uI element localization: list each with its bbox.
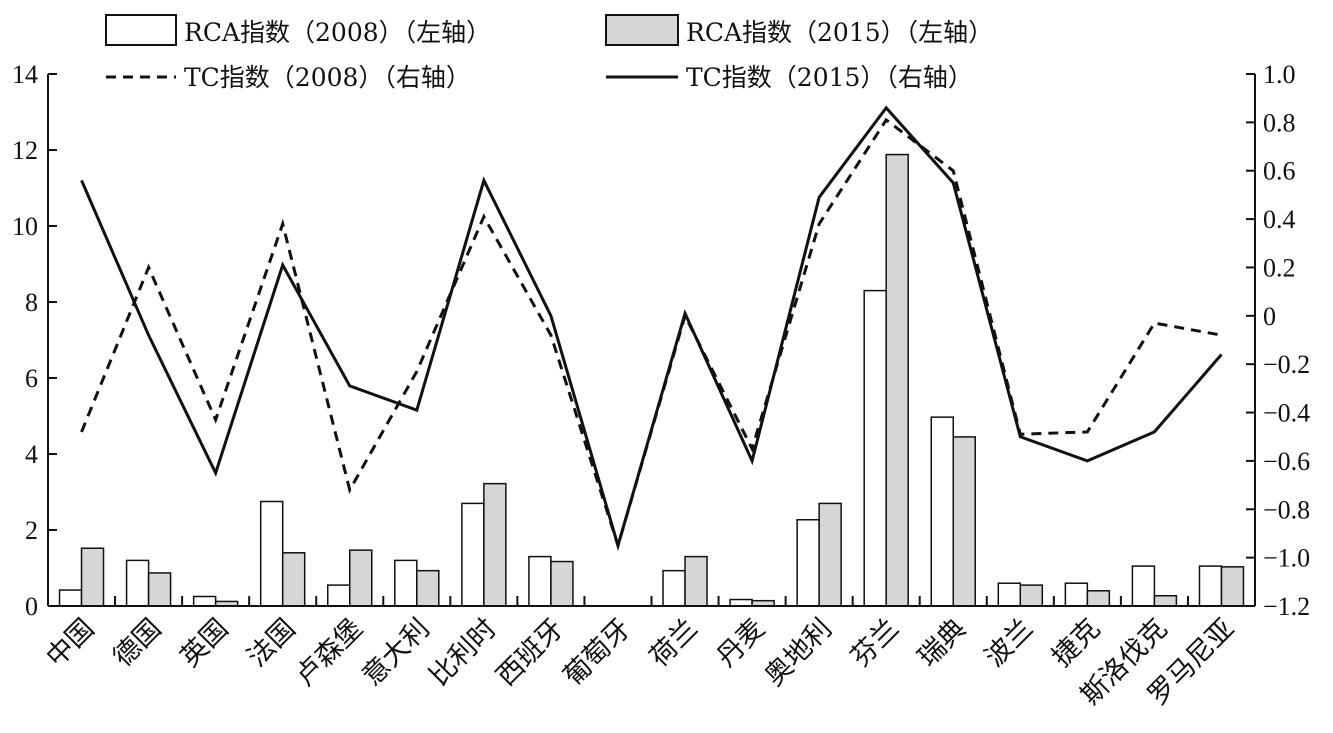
category-label-14: 波兰: [979, 613, 1039, 673]
category-label-4: 卢森堡: [290, 613, 369, 692]
category-label-13: 瑞典: [912, 613, 972, 673]
left-tick-label-0: 0: [25, 592, 38, 621]
bar-2015-7: [550, 560, 574, 607]
bar-2015-4: [349, 549, 373, 607]
right-tick-label-7: 0.2: [1263, 253, 1296, 282]
right-tick-label-5: −0.2: [1263, 350, 1310, 379]
bar-2008-15: [1064, 582, 1089, 607]
right-tick-label-4: −0.4: [1263, 399, 1310, 428]
right-tick-label-6: 0: [1263, 302, 1276, 331]
category-label-12: 芬兰: [845, 613, 905, 673]
bar-2015-14: [1019, 584, 1044, 607]
category-label-9: 荷兰: [644, 613, 704, 673]
bar-2015-1: [147, 572, 172, 607]
left-tick-label-2: 4: [25, 440, 38, 469]
bar-2008-2: [192, 595, 217, 607]
category-label-6: 比利时: [424, 613, 503, 692]
category-label-5: 意大利: [357, 613, 436, 692]
bar-2015-3: [281, 552, 306, 607]
bar-2015-6: [483, 482, 507, 607]
tc-2008-line: [80, 117, 1222, 551]
right-tick-label-8: 0.4: [1263, 205, 1296, 234]
bar-2015-11: [818, 502, 842, 607]
right-tick-label-1: −1.0: [1263, 544, 1310, 573]
bar-2008-0: [58, 589, 83, 607]
legend-label-tc-2008: TC指数（2008）（右轴）: [184, 63, 471, 92]
left-tick-label-4: 8: [25, 288, 38, 317]
bar-2008-12: [863, 289, 887, 607]
bar-2015-17: [1220, 566, 1245, 607]
right-tick-label-3: −0.6: [1263, 447, 1310, 476]
legend: RCA指数（2008）（左轴） RCA指数（2015）（左轴） TC指数（200…: [105, 14, 993, 92]
bar-2008-3: [259, 500, 284, 607]
bar-2008-6: [461, 502, 485, 607]
bar-2008-5: [394, 559, 418, 607]
right-tick-label-11: 1.0: [1263, 60, 1296, 89]
category-label-10: 丹麦: [711, 613, 771, 673]
bar-2008-17: [1198, 565, 1223, 607]
right-tick-label-2: −0.8: [1263, 495, 1310, 524]
bar-2008-4: [327, 584, 351, 607]
bar-2008-13: [930, 416, 954, 607]
left-tick-label-6: 12: [12, 136, 38, 165]
bar-2015-12: [885, 153, 909, 607]
legend-swatch-rca-2015: [605, 14, 679, 46]
category-label-11: 奥地利: [759, 613, 838, 692]
left-tick-label-7: 14: [12, 60, 38, 89]
category-label-1: 德国: [107, 613, 167, 673]
right-tick-label-9: 0.6: [1263, 157, 1296, 186]
bar-2008-16: [1131, 565, 1156, 607]
right-tick-label-10: 0.8: [1263, 108, 1296, 137]
category-label-15: 捷克: [1046, 613, 1106, 673]
left-tick-label-3: 6: [25, 364, 38, 393]
bar-2008-1: [125, 559, 150, 607]
bar-2015-5: [416, 569, 440, 607]
bar-2015-9: [684, 555, 708, 607]
category-label-3: 法国: [242, 613, 302, 673]
category-label-7: 西班牙: [491, 613, 570, 692]
bar-2015-0: [80, 547, 105, 607]
legend-label-rca-2008: RCA指数（2008）（左轴）: [184, 18, 491, 47]
legend-label-rca-2015: RCA指数（2015）（左轴）: [686, 18, 993, 47]
bar-2008-11: [796, 518, 820, 607]
right-tick-label-0: −1.2: [1263, 592, 1310, 621]
bar-2008-9: [662, 569, 686, 607]
legend-label-tc-2015: TC指数（2015）（右轴）: [686, 63, 973, 92]
bar-2015-16: [1153, 594, 1178, 607]
legend-swatch-rca-2008: [105, 14, 177, 46]
bar-2015-15: [1086, 590, 1111, 607]
category-label-2: 英国: [174, 613, 234, 673]
bar-2008-7: [528, 555, 552, 607]
category-label-0: 中国: [40, 613, 100, 673]
left-tick-label-1: 2: [25, 516, 38, 545]
bar-2008-14: [997, 582, 1022, 607]
tc-2015-line: [80, 105, 1223, 551]
bar-2015-13: [952, 436, 976, 607]
category-label-8: 葡萄牙: [558, 613, 637, 692]
left-tick-label-5: 10: [12, 212, 38, 241]
